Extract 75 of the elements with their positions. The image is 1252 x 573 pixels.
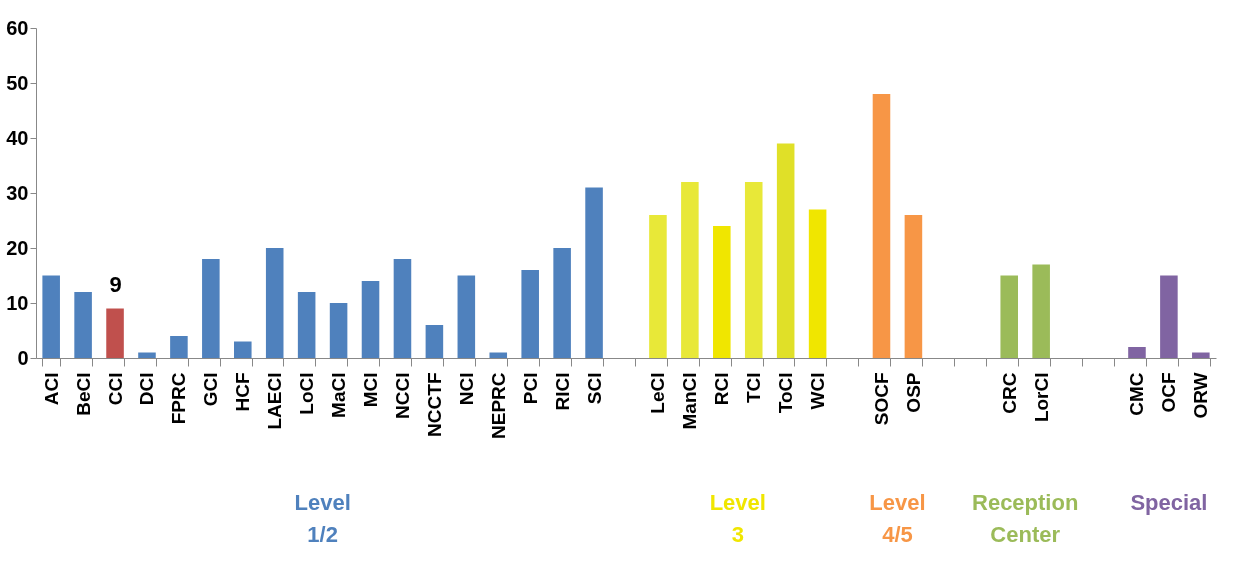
x-tick-label: NCI [455,372,477,406]
bar [713,226,731,358]
x-tick-label: GCI [200,372,222,407]
bar [521,270,539,358]
x-tick-label: OCF [1158,372,1180,413]
bar [138,352,156,358]
bar [1192,352,1210,358]
x-tick-label: NCCTF [423,372,445,437]
x-tick-label: DCI [136,372,158,406]
x-tick-label: BeCI [72,372,94,416]
x-tick-label: LeCI [647,372,669,414]
bar [106,308,124,358]
x-tick-label: TCI [743,372,765,404]
bar [553,248,571,358]
x-tick-label: FPRC [168,372,190,425]
bar [170,336,188,358]
bar [1128,347,1146,358]
bar [744,182,763,358]
x-tick-label: LorCI [1030,372,1052,423]
x-tick-label: HCF [232,372,254,412]
bar [457,275,476,358]
y-tick-label: 40 [6,126,29,149]
x-tick-label: SOCF [870,372,892,426]
bar [649,215,667,358]
bar [329,303,348,358]
bar [904,215,923,358]
x-tick-label: NCCI [391,372,413,419]
bar [361,281,380,358]
bar [872,94,891,358]
bar [681,182,699,358]
bar [425,325,444,358]
x-tick-label: CMC [1126,372,1148,416]
bar [489,352,508,358]
text: Special [1130,490,1208,515]
x-tick-label: ToCI [775,372,797,414]
text: Level 1/2 [294,490,351,547]
x-tick-label: NEPRC [487,372,509,440]
y-tick-label: 60 [6,16,29,39]
x-tick-label: RICI [551,372,573,411]
x-tick-label: CRC [998,372,1020,414]
x-tick-label: ACI [40,372,62,406]
x-tick-label: LAECI [264,372,286,430]
y-tick-label: 30 [6,181,29,204]
bar [808,209,827,358]
bar [297,292,316,358]
bar [234,341,252,358]
bar [1160,275,1178,358]
text: Level 3 [709,490,766,547]
x-tick-label: ManCI [679,372,701,430]
bar [1000,275,1018,358]
bar [1032,264,1050,358]
x-tick-label: MCI [360,372,382,408]
x-tick-label: ORW [1190,372,1212,419]
bar [42,275,60,358]
x-tick-label: WCI [807,372,829,410]
x-tick-label: CCI [104,372,126,406]
y-tick-label: 20 [6,236,29,259]
bar [393,259,412,358]
y-tick-label: 50 [6,71,29,94]
y-tick-label: 0 [17,346,29,369]
x-tick-label: PCI [519,372,541,405]
text: Reception Center [972,490,1079,547]
x-tick-label: MaCI [328,372,350,418]
x-tick-label: RCI [711,372,733,406]
text: Level 4/5 [869,490,926,547]
y-tick-label: 10 [6,291,29,314]
bar [776,143,795,358]
bar [202,259,220,358]
x-tick-label: LoCI [296,372,318,415]
x-tick-label: OSP [902,372,924,413]
bar [585,187,603,358]
data-label: 9 [109,271,122,297]
bar [265,248,284,358]
bar [74,292,92,358]
x-tick-label: SCI [583,372,605,405]
